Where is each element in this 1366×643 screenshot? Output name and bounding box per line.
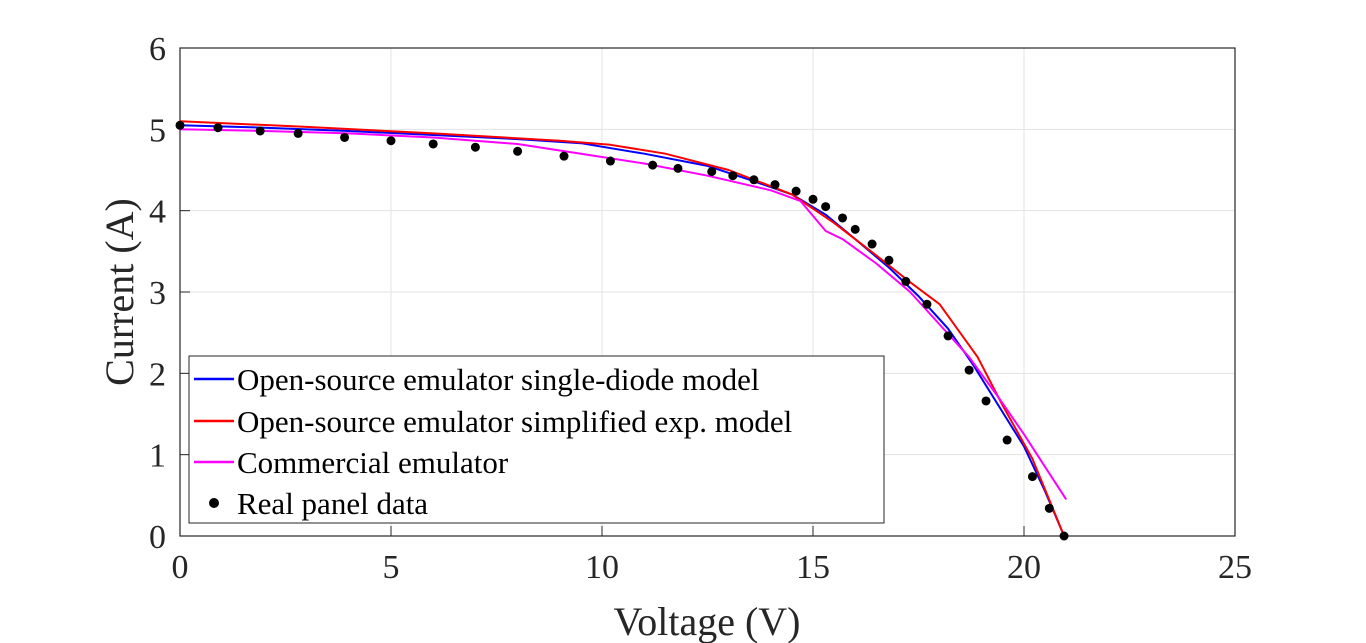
series-group xyxy=(175,120,1069,541)
data-point xyxy=(884,255,894,265)
y-tick-label: 0 xyxy=(149,519,166,556)
series-commercial-line xyxy=(179,128,1068,500)
series-single-diode-line xyxy=(179,124,1066,537)
data-point xyxy=(1059,531,1069,541)
data-point xyxy=(386,136,396,146)
legend-label-simplified-exp: Open-source emulator simplified exp. mod… xyxy=(237,404,792,439)
data-point xyxy=(513,146,523,156)
y-tick-label: 4 xyxy=(149,194,166,231)
data-point xyxy=(821,202,831,212)
y-tick-label: 3 xyxy=(149,275,166,312)
x-tick-label: 5 xyxy=(383,549,400,586)
x-tick-label: 10 xyxy=(585,549,619,586)
legend-label-real-panel: Real panel data xyxy=(237,486,428,521)
legend: Open-source emulator single-diode model … xyxy=(188,355,885,524)
x-axis-title: Voltage (V) xyxy=(614,599,801,643)
data-point xyxy=(922,299,932,309)
data-point xyxy=(1027,472,1037,482)
series-real-panel-points xyxy=(175,120,1069,541)
legend-marker-real-panel xyxy=(209,498,219,508)
data-point xyxy=(293,128,303,138)
x-tick-label: 20 xyxy=(1007,549,1041,586)
x-tick-label: 25 xyxy=(1218,549,1252,586)
data-point xyxy=(964,365,974,375)
data-point xyxy=(770,180,780,190)
data-point xyxy=(707,167,717,177)
axis-ticks: 0 5 10 15 20 25 0 1 2 3 4 5 6 xyxy=(149,31,1252,586)
data-point xyxy=(838,213,848,223)
legend-box xyxy=(188,355,885,524)
data-point xyxy=(175,120,185,130)
data-point xyxy=(808,194,818,204)
data-point xyxy=(728,171,738,181)
y-tick-label: 5 xyxy=(149,112,166,149)
data-point xyxy=(867,239,877,249)
data-point xyxy=(673,163,683,173)
data-point xyxy=(255,126,265,136)
data-point xyxy=(559,151,569,161)
data-point xyxy=(943,331,953,341)
data-point xyxy=(648,160,658,170)
data-point xyxy=(428,139,438,149)
data-point xyxy=(1002,435,1012,445)
x-tick-label: 0 xyxy=(172,549,189,586)
y-tick-label: 1 xyxy=(149,438,166,475)
data-point xyxy=(850,224,860,234)
data-point xyxy=(470,142,480,152)
legend-label-commercial: Commercial emulator xyxy=(237,445,509,480)
data-point xyxy=(981,396,991,406)
legend-label-single-diode: Open-source emulator single-diode model xyxy=(237,362,760,397)
y-tick-label: 6 xyxy=(149,31,166,68)
series-simplified-exp-line xyxy=(179,120,1066,537)
data-point xyxy=(213,123,223,133)
data-point xyxy=(1044,503,1054,513)
y-tick-label: 2 xyxy=(149,356,166,393)
data-point xyxy=(791,186,801,196)
x-tick-label: 15 xyxy=(796,549,830,586)
data-point xyxy=(340,132,350,142)
data-point xyxy=(605,156,615,166)
y-axis-title: Current (A) xyxy=(97,198,142,386)
data-point xyxy=(749,175,759,185)
data-point xyxy=(901,276,911,286)
